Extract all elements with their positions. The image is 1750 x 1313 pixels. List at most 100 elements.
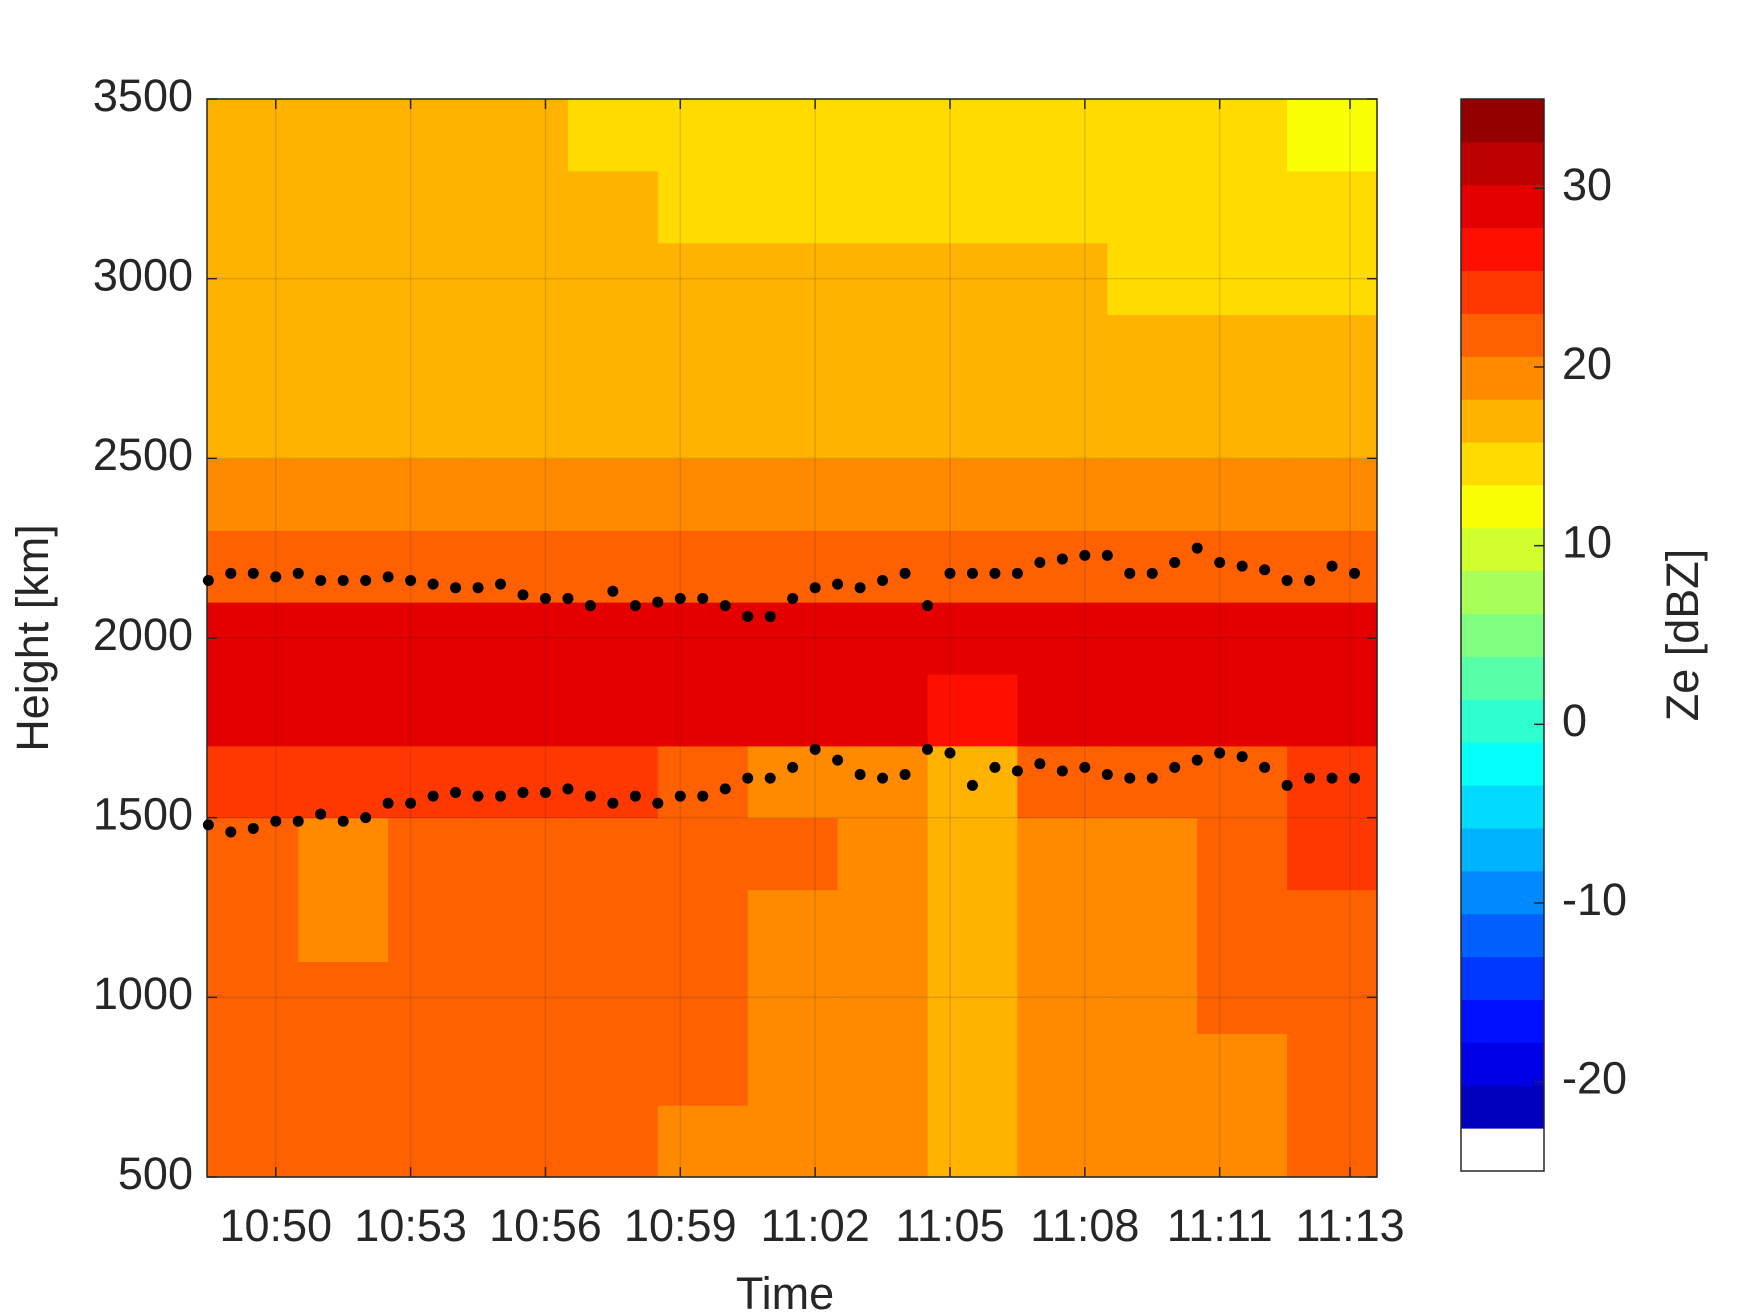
heat-cell xyxy=(1017,314,1108,388)
heat-cell xyxy=(927,673,1019,747)
heat-cell xyxy=(657,99,749,172)
heat-cell xyxy=(1287,99,1378,172)
heat-cell xyxy=(208,1105,299,1178)
point xyxy=(944,747,956,759)
point xyxy=(450,582,462,594)
point xyxy=(337,815,349,827)
heat-cell xyxy=(208,961,299,1034)
heat-cell xyxy=(1107,242,1198,316)
point xyxy=(742,610,754,622)
heat-cell xyxy=(478,745,569,819)
heat-cell xyxy=(207,99,209,172)
heat-cell xyxy=(1107,1105,1198,1178)
colorbar-swatch xyxy=(1461,227,1544,272)
colorbar-swatch xyxy=(1461,999,1544,1043)
heat-cell xyxy=(747,1105,839,1178)
heat-cell xyxy=(207,889,209,962)
point xyxy=(562,783,574,795)
heat-cell xyxy=(478,386,569,459)
heat-cell xyxy=(657,314,749,388)
heat-cell xyxy=(298,602,389,675)
point xyxy=(1169,557,1181,569)
heat-cell xyxy=(837,458,929,531)
heat-cell xyxy=(657,745,749,819)
heat-cell xyxy=(1197,817,1288,891)
heat-cell xyxy=(657,889,749,962)
point xyxy=(1056,765,1068,777)
point xyxy=(539,592,551,604)
heat-cell xyxy=(1107,458,1198,531)
x-tick-label: 10:50 xyxy=(219,1200,332,1251)
heat-cell xyxy=(1287,170,1378,244)
point xyxy=(360,812,372,824)
point xyxy=(382,571,394,583)
heat-cell xyxy=(837,530,929,603)
point xyxy=(607,797,619,809)
heat-cell xyxy=(207,745,209,819)
point xyxy=(1214,747,1226,759)
heat-cell xyxy=(747,1033,839,1106)
heat-cell xyxy=(747,673,839,747)
heat-cell xyxy=(207,1105,209,1178)
colorbar-swatch xyxy=(1461,613,1544,657)
point xyxy=(1259,564,1271,576)
heat-cell xyxy=(1017,1033,1108,1106)
heat-cell xyxy=(1017,889,1108,962)
heat-cell xyxy=(1197,314,1288,388)
colorbar-swatch xyxy=(1461,99,1544,143)
colorbar-tick-label: -10 xyxy=(1562,874,1627,925)
colorbar-swatch xyxy=(1461,913,1544,958)
point xyxy=(1304,772,1316,784)
heat-cell xyxy=(207,817,209,891)
heat-cell xyxy=(388,961,479,1034)
point xyxy=(337,575,349,587)
heat-cell xyxy=(1197,242,1288,316)
y-tick-label: 500 xyxy=(118,1148,193,1199)
point xyxy=(854,582,866,594)
heat-cell xyxy=(388,386,479,459)
plot-frame xyxy=(206,98,1378,1178)
heat-cell xyxy=(747,458,839,531)
heat-cell xyxy=(1197,602,1288,675)
point xyxy=(1191,754,1203,766)
point xyxy=(922,600,934,612)
heat-cell xyxy=(207,673,209,747)
point xyxy=(292,567,304,579)
heat-cell xyxy=(657,1033,749,1106)
point xyxy=(787,592,799,604)
point xyxy=(854,769,866,781)
colorbar-swatch xyxy=(1461,356,1544,400)
heat-cell xyxy=(747,170,839,244)
colorbar-tick-label: -20 xyxy=(1562,1053,1627,1104)
point xyxy=(1191,542,1203,554)
colorbar-tick-label: 0 xyxy=(1562,695,1587,746)
heat-cell xyxy=(1017,1105,1108,1178)
heat-cell xyxy=(208,889,299,962)
heat-cell xyxy=(657,961,749,1034)
heat-cell xyxy=(657,170,749,244)
point xyxy=(562,592,574,604)
colorbar-swatch xyxy=(1461,313,1544,357)
heat-cell xyxy=(1107,170,1198,244)
heat-cell xyxy=(478,961,569,1034)
heat-cell xyxy=(567,1105,659,1178)
y-tick-label: 2500 xyxy=(93,429,193,480)
heat-cell xyxy=(1287,602,1378,675)
point xyxy=(922,743,934,755)
heat-cell xyxy=(478,1033,569,1106)
point xyxy=(427,790,439,802)
heat-cell xyxy=(927,99,1019,172)
point xyxy=(495,790,507,802)
heat-cell xyxy=(388,889,479,962)
point xyxy=(607,585,619,597)
heat-cell xyxy=(747,889,839,962)
point xyxy=(1349,567,1361,579)
heat-cell xyxy=(1287,1033,1378,1106)
heat-cell xyxy=(657,1105,749,1178)
heat-cell xyxy=(208,314,299,388)
heat-cell xyxy=(567,99,659,172)
y-tick-label: 1000 xyxy=(93,968,193,1019)
heat-cell xyxy=(478,1105,569,1178)
heat-cell xyxy=(747,242,839,316)
point xyxy=(1056,553,1068,565)
